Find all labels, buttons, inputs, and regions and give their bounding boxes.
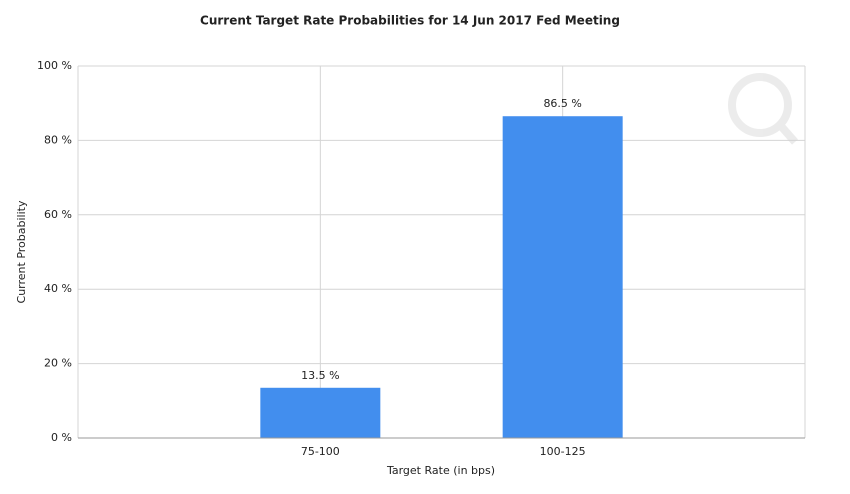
y-tick-label: 60 % [44,208,72,221]
x-axis-label: Target Rate (in bps) [386,464,495,477]
value-label: 86.5 % [543,97,581,110]
bar [502,116,623,438]
x-tick-label: 100-125 [540,445,586,458]
chart-title: Current Target Rate Probabilities for 14… [200,14,620,28]
y-tick-label: 100 % [37,59,72,72]
watermark [728,73,798,145]
y-tick-label: 80 % [44,133,72,146]
x-tick-label: 75-100 [301,445,340,458]
bar [260,387,381,438]
y-axis-label: Current Probability [15,200,28,303]
y-tick-label: 20 % [44,357,72,370]
y-tick-label: 0 % [51,431,72,444]
value-label: 13.5 % [301,369,339,382]
y-tick-label: 40 % [44,282,72,295]
